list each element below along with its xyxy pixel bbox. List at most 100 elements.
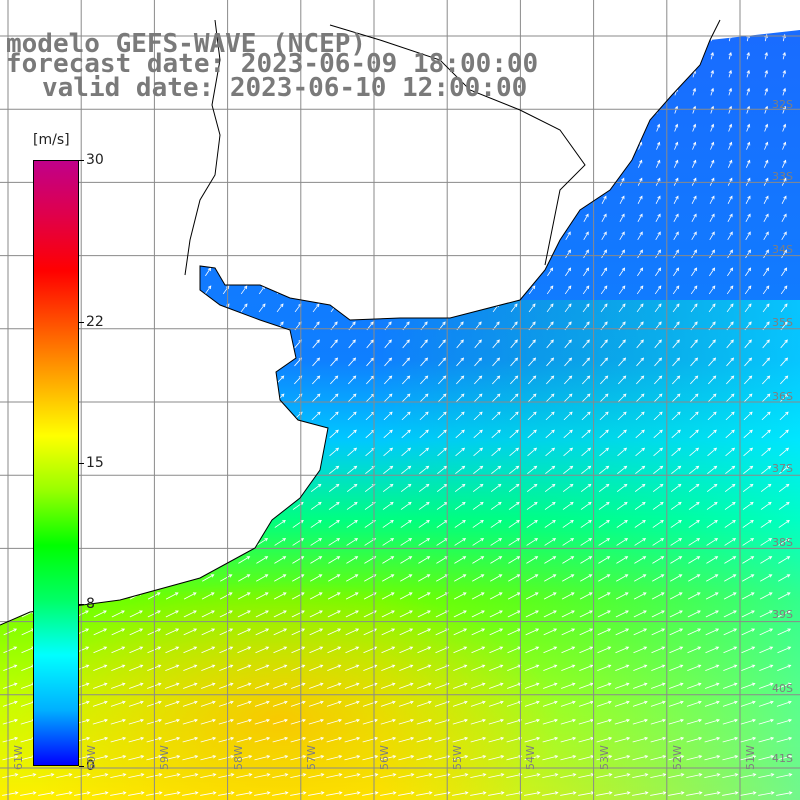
- wind-arrow: [598, 556, 611, 564]
- wind-arrow: [367, 267, 374, 277]
- lat-label: 37S: [772, 462, 793, 475]
- wind-arrow: [112, 520, 124, 528]
- wind-arrow: [26, 123, 31, 132]
- wind-arrow: [722, 773, 739, 779]
- wind-arrow: [668, 791, 685, 796]
- wind-arrow: [128, 791, 145, 796]
- wind-arrow: [724, 520, 736, 528]
- wind-arrow: [22, 483, 34, 492]
- wind-arrow: [404, 141, 409, 150]
- wind-arrow: [113, 465, 124, 475]
- wind-arrow: [452, 773, 469, 779]
- wind-arrow: [528, 339, 536, 349]
- wind-arrow: [544, 483, 556, 492]
- wind-arrow: [758, 700, 774, 707]
- wind-arrow: [782, 51, 786, 60]
- wind-arrow: [416, 718, 432, 725]
- colorbar-tick-mark: [79, 321, 84, 323]
- wind-arrow: [562, 556, 575, 564]
- wind-arrow: [674, 105, 679, 114]
- wind-arrow: [203, 393, 213, 403]
- wind-arrow: [724, 501, 736, 510]
- border-line: [184, 19, 221, 276]
- wind-arrow: [417, 682, 432, 689]
- wind-arrow: [204, 303, 212, 313]
- wind-arrow: [562, 520, 574, 528]
- wind-arrow: [382, 574, 395, 582]
- wind-arrow: [27, 17, 30, 23]
- wind-arrow: [386, 141, 391, 150]
- wind-arrow: [167, 465, 178, 475]
- wind-arrow: [458, 141, 463, 150]
- wind-arrow: [310, 538, 323, 546]
- wind-arrow: [290, 736, 307, 743]
- wind-arrow: [636, 357, 645, 367]
- wind-arrow: [169, 159, 175, 168]
- wind-arrow: [331, 267, 338, 277]
- wind-arrow: [222, 357, 231, 367]
- wind-arrow: [275, 447, 286, 457]
- wind-arrow: [308, 700, 324, 707]
- wind-arrow: [326, 773, 343, 779]
- wind-arrow: [543, 592, 557, 600]
- wind-arrow: [186, 357, 195, 367]
- wind-arrow: [542, 755, 559, 761]
- wind-arrow: [134, 141, 139, 150]
- wind-arrow: [740, 700, 756, 707]
- wind-arrow: [687, 646, 702, 654]
- wind-arrow: [759, 628, 774, 636]
- wind-arrow: [272, 773, 289, 779]
- wind-arrow: [423, 17, 426, 23]
- wind-arrow: [722, 791, 739, 796]
- wind-arrow: [203, 411, 213, 421]
- wind-arrow: [548, 51, 552, 60]
- wind-arrow: [742, 556, 755, 564]
- wind-arrow: [256, 556, 269, 564]
- wind-arrow: [710, 51, 714, 60]
- wind-arrow: [110, 736, 127, 743]
- wind-arrow: [619, 195, 625, 204]
- wind-arrow: [765, 17, 768, 23]
- wind-arrow: [727, 267, 734, 277]
- wind-arrow: [740, 736, 757, 743]
- wind-arrow: [314, 141, 319, 150]
- wind-arrow: [704, 736, 721, 743]
- wind-arrow: [652, 574, 665, 582]
- wind-arrow: [256, 538, 269, 546]
- wind-arrow: [204, 375, 213, 385]
- wind-arrow: [256, 574, 269, 582]
- wind-arrow: [565, 195, 571, 204]
- wind-arrow: [669, 610, 683, 618]
- wind-arrow: [510, 285, 518, 295]
- wind-arrow: [690, 357, 699, 367]
- wind-arrow: [494, 141, 499, 150]
- wind-arrow: [475, 213, 481, 223]
- wind-arrow: [206, 105, 211, 114]
- wind-arrow: [362, 791, 379, 796]
- wind-arrow: [455, 411, 465, 421]
- wind-arrow: [779, 447, 790, 457]
- wind-arrow: [23, 429, 33, 439]
- wind-arrow: [366, 339, 374, 349]
- wind-arrow: [491, 447, 502, 457]
- wind-arrow: [584, 51, 588, 60]
- wind-arrow: [329, 447, 340, 457]
- wind-arrow: [169, 231, 175, 241]
- wind-arrow: [5, 429, 15, 439]
- wind-arrow: [420, 303, 428, 313]
- wind-arrow: [637, 195, 643, 204]
- lon-label: 57W: [304, 745, 318, 770]
- lon-label: 52W: [670, 745, 684, 770]
- wind-arrow: [273, 610, 287, 618]
- wind-arrow: [219, 664, 234, 672]
- wind-arrow: [112, 538, 125, 546]
- wind-arrow: [221, 429, 231, 439]
- wind-arrow: [403, 159, 409, 168]
- wind-arrow: [546, 303, 554, 313]
- wind-arrow: [580, 501, 592, 510]
- wind-arrow: [709, 267, 716, 277]
- wind-arrow: [529, 231, 535, 241]
- wind-arrow: [597, 592, 611, 600]
- wind-arrow: [166, 556, 179, 564]
